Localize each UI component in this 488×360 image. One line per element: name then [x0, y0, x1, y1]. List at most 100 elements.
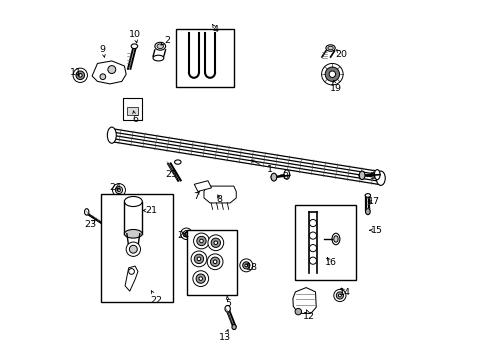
Polygon shape	[203, 186, 236, 203]
Circle shape	[196, 236, 206, 246]
Circle shape	[191, 251, 206, 267]
Circle shape	[244, 264, 247, 267]
Text: 3: 3	[368, 172, 374, 181]
Circle shape	[309, 257, 316, 264]
Text: 1: 1	[266, 165, 272, 174]
Circle shape	[207, 254, 223, 270]
Circle shape	[76, 71, 84, 80]
Bar	[126, 107, 138, 115]
Circle shape	[128, 269, 134, 274]
Text: 18: 18	[245, 264, 257, 273]
Text: 2: 2	[164, 36, 170, 45]
Circle shape	[309, 232, 316, 239]
Circle shape	[197, 257, 201, 261]
Ellipse shape	[131, 44, 137, 49]
Circle shape	[193, 233, 209, 249]
Polygon shape	[292, 288, 316, 314]
Ellipse shape	[325, 45, 335, 51]
Ellipse shape	[107, 127, 116, 143]
Circle shape	[213, 260, 217, 264]
Ellipse shape	[124, 197, 142, 207]
Circle shape	[196, 274, 205, 283]
Ellipse shape	[153, 55, 163, 61]
Text: 16: 16	[324, 258, 336, 267]
Ellipse shape	[284, 170, 289, 179]
Text: 3: 3	[282, 172, 288, 181]
Circle shape	[214, 241, 217, 244]
Circle shape	[242, 262, 249, 269]
Ellipse shape	[124, 229, 142, 238]
Circle shape	[73, 68, 87, 82]
Bar	[122, 98, 142, 120]
Circle shape	[183, 230, 189, 237]
Polygon shape	[92, 61, 126, 84]
Circle shape	[129, 245, 137, 253]
Text: 21: 21	[145, 206, 157, 215]
Ellipse shape	[373, 170, 379, 180]
Circle shape	[192, 271, 208, 287]
Circle shape	[333, 289, 346, 302]
Ellipse shape	[365, 194, 370, 197]
Circle shape	[210, 257, 219, 266]
Bar	[294, 205, 355, 280]
Polygon shape	[125, 266, 138, 291]
Circle shape	[112, 184, 125, 197]
Circle shape	[126, 242, 140, 256]
Text: 4: 4	[212, 25, 218, 34]
Text: 23: 23	[84, 220, 96, 229]
Circle shape	[108, 66, 116, 73]
Bar	[187, 230, 237, 295]
Text: 15: 15	[370, 226, 383, 235]
Text: 23: 23	[164, 170, 177, 179]
Circle shape	[207, 235, 223, 251]
Ellipse shape	[231, 324, 236, 329]
Circle shape	[117, 189, 120, 192]
Text: 8: 8	[216, 195, 222, 204]
Text: 24: 24	[177, 231, 189, 240]
Ellipse shape	[333, 236, 337, 242]
Circle shape	[199, 277, 202, 280]
Text: 12: 12	[303, 312, 314, 321]
Text: 5: 5	[225, 299, 231, 308]
Circle shape	[180, 228, 192, 239]
Text: 24: 24	[109, 183, 121, 192]
Ellipse shape	[365, 208, 369, 215]
Ellipse shape	[331, 233, 339, 245]
Circle shape	[328, 71, 335, 77]
Ellipse shape	[224, 306, 230, 312]
Ellipse shape	[270, 173, 276, 181]
Circle shape	[100, 74, 105, 80]
Text: 11: 11	[70, 68, 82, 77]
Text: 6: 6	[132, 114, 138, 123]
Circle shape	[184, 232, 187, 235]
Ellipse shape	[327, 46, 333, 50]
Circle shape	[239, 259, 252, 272]
Ellipse shape	[155, 42, 165, 50]
Text: 10: 10	[129, 30, 141, 39]
Ellipse shape	[174, 160, 181, 164]
Text: 13: 13	[218, 333, 230, 342]
Text: 19: 19	[329, 84, 341, 93]
Circle shape	[194, 254, 203, 264]
Text: 14: 14	[338, 288, 350, 297]
Text: 20: 20	[335, 50, 346, 59]
Ellipse shape	[376, 171, 385, 185]
Circle shape	[309, 244, 316, 252]
Circle shape	[338, 294, 341, 297]
Polygon shape	[194, 181, 211, 192]
Ellipse shape	[359, 171, 364, 180]
Circle shape	[336, 292, 343, 299]
Ellipse shape	[157, 44, 163, 49]
Text: 9: 9	[100, 45, 105, 54]
Circle shape	[78, 73, 82, 77]
Text: 7: 7	[193, 192, 199, 201]
Text: 17: 17	[367, 197, 379, 206]
Circle shape	[211, 238, 220, 247]
Circle shape	[199, 239, 203, 243]
Bar	[101, 194, 172, 302]
Ellipse shape	[84, 209, 89, 215]
Circle shape	[309, 220, 316, 226]
Bar	[176, 30, 233, 87]
Circle shape	[321, 63, 343, 85]
Circle shape	[294, 309, 301, 315]
